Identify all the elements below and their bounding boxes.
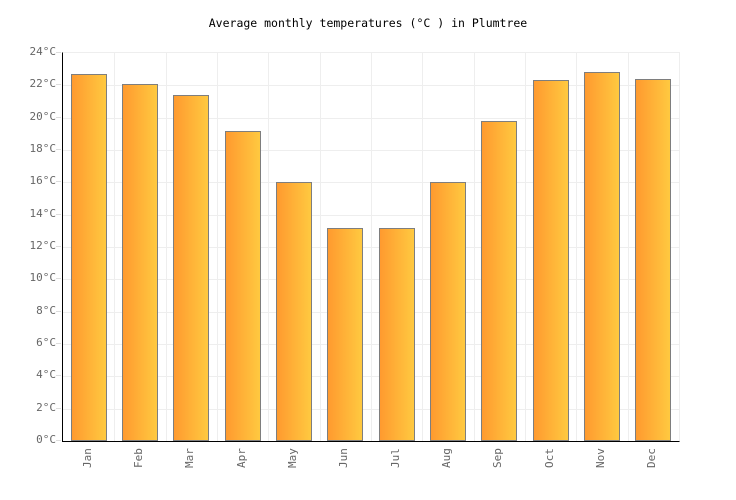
- y-axis-label: 16°C: [29, 174, 57, 188]
- bar-jul: [378, 227, 415, 441]
- bar-oct: [532, 80, 569, 441]
- x-axis-label-sep: Sep: [491, 448, 505, 468]
- x-gridline: [114, 53, 115, 441]
- bar-aug: [430, 182, 466, 441]
- y-axis-tick: [56, 440, 61, 441]
- x-gridline: [217, 53, 218, 441]
- y-axis-tick: [56, 375, 61, 377]
- x-axis-label-may: May: [286, 448, 299, 468]
- bar-mar: [173, 95, 210, 441]
- bar-dec: [635, 78, 672, 441]
- x-gridline: [320, 53, 321, 441]
- y-axis-tick: [56, 149, 61, 150]
- x-axis-label-jan: Jan: [80, 448, 94, 468]
- x-gridline: [628, 53, 629, 441]
- y-axis-tick: [56, 310, 61, 312]
- bar-nov: [584, 72, 620, 441]
- x-axis-label-apr: Apr: [234, 448, 248, 468]
- y-axis-tick: [56, 181, 61, 183]
- bar-sep: [481, 120, 518, 441]
- x-axis-label-nov: Nov: [594, 448, 607, 468]
- y-axis-label: 14°C: [29, 206, 57, 220]
- x-axis-label-jul: Jul: [388, 448, 402, 468]
- y-axis-label: 24°C: [29, 45, 57, 58]
- x-gridline: [268, 53, 269, 441]
- y-axis-label: 20°C: [29, 109, 57, 123]
- y-axis-tick: [56, 278, 61, 280]
- y-axis-tick: [56, 116, 61, 118]
- y-axis-label: 10°C: [29, 271, 57, 285]
- y-axis-tick: [56, 52, 61, 53]
- bar-may: [276, 182, 312, 441]
- plot-area: [62, 52, 680, 442]
- y-axis-tick: [56, 213, 61, 215]
- y-axis-label: 2°C: [36, 400, 56, 414]
- x-axis-label-feb: Feb: [132, 448, 145, 468]
- bar-feb: [122, 83, 158, 441]
- bar-jun: [327, 227, 364, 441]
- x-gridline: [422, 53, 423, 441]
- x-gridline: [166, 53, 167, 441]
- y-axis-label: 6°C: [36, 336, 56, 349]
- x-gridline: [576, 53, 577, 441]
- y-axis-label: 12°C: [29, 239, 57, 252]
- y-axis-label: 4°C: [36, 368, 56, 382]
- x-axis-label-aug: Aug: [440, 448, 453, 468]
- x-gridline: [525, 53, 526, 441]
- x-axis-label-dec: Dec: [645, 448, 659, 468]
- y-axis-label: 18°C: [29, 142, 57, 155]
- bar-apr: [224, 130, 261, 441]
- chart-title: Average monthly temperatures (°C ) in Pl…: [208, 16, 528, 30]
- x-gridline: [474, 53, 475, 441]
- x-gridline: [371, 53, 372, 441]
- x-axis-label-mar: Mar: [183, 448, 197, 468]
- x-axis-label-oct: Oct: [542, 448, 556, 468]
- y-axis-tick: [56, 246, 61, 247]
- y-axis-label: 0°C: [36, 433, 56, 446]
- y-axis-tick: [56, 407, 61, 409]
- y-axis-label: 22°C: [29, 77, 57, 91]
- y-axis-tick: [56, 343, 61, 344]
- x-axis-label-jun: Jun: [337, 448, 351, 468]
- y-axis-tick: [56, 84, 61, 86]
- y-axis-label: 8°C: [36, 303, 56, 317]
- bar-jan: [70, 74, 107, 441]
